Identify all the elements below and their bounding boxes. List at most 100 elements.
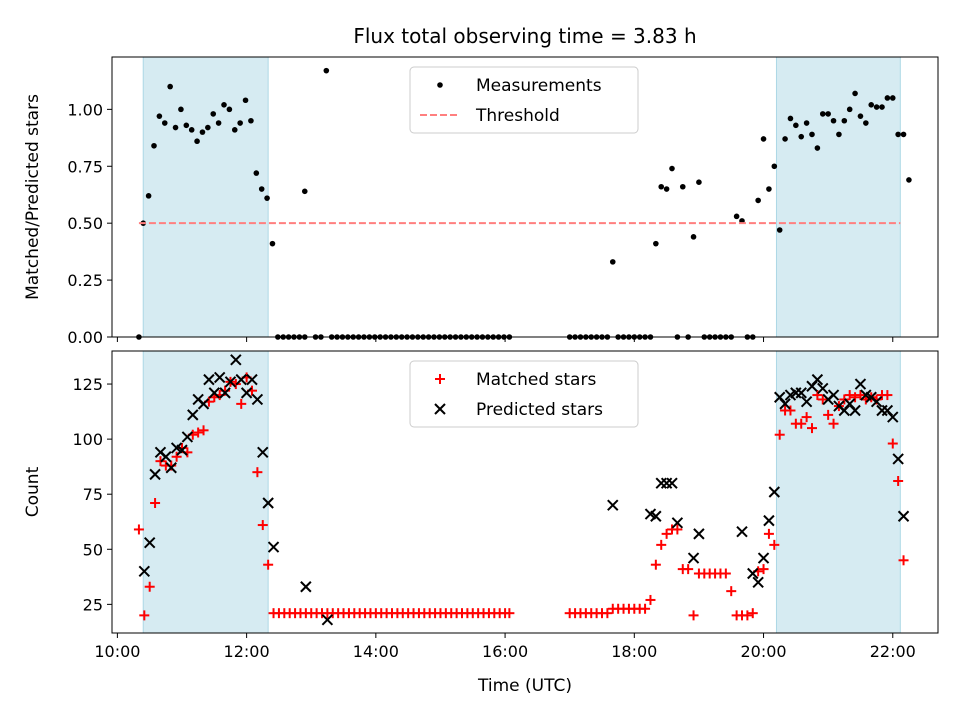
measurement-point [194,138,200,145]
matched-point [139,610,150,621]
measurement-point [814,145,821,151]
matched-point [850,392,861,403]
predicted-point [240,387,253,399]
matched-point [747,608,758,619]
x-tick-label: 10:00 [94,642,140,661]
predicted-point [213,371,226,384]
matched-point [796,418,807,429]
x-tick-label: 12:00 [224,642,270,661]
matched-point [893,475,904,486]
measurement-point [825,111,831,117]
measurement-point [696,179,702,186]
measurement-point [183,122,190,129]
measurement-point [733,213,740,220]
measurement-point [793,122,799,129]
matched-point [882,390,893,401]
predicted-point [138,565,151,578]
measurement-point [857,113,864,119]
measurement-point [658,183,665,190]
predicted-point [262,497,274,509]
measurement-point [819,111,826,117]
predicted-point [267,541,280,553]
measurement-point [669,165,675,172]
measurement-point [215,120,222,126]
matched-point [812,390,823,401]
predicted-point [887,411,899,423]
measurement-point [868,102,875,108]
predicted-point [671,517,684,529]
measurement-point [906,177,912,183]
predicted-point [321,614,334,626]
measurement-point [237,120,243,126]
y-axis-label: Count [23,466,43,517]
matched-point [672,524,683,535]
measurement-point [178,106,184,113]
matched-point [887,438,898,449]
predicted-point [827,389,840,401]
measurement-point [836,131,842,138]
measurement-point [221,102,227,108]
predicted-point [251,393,264,406]
predicted-point [219,387,231,399]
predicted-point [607,499,619,511]
matched-point [758,564,769,575]
measurement-point [151,142,157,149]
matched-point [817,394,828,405]
predicted-point [870,395,883,408]
matched-point [661,528,672,539]
matched-point [688,610,699,621]
predicted-point [752,576,764,589]
measurement-point [172,124,179,131]
measurement-point [205,124,211,131]
measurement-point [323,67,330,74]
matched-point [742,610,753,621]
measurement-point [755,197,761,204]
legend-label: Threshold [475,106,560,126]
matched-point [656,539,667,550]
measurement-point [301,188,308,195]
matched-point [763,528,774,539]
predicted-point [854,378,867,390]
x-tick-label: 18:00 [611,642,657,661]
measurement-point [663,186,670,192]
matched-point [198,425,209,436]
predicted-point [800,395,813,408]
predicted-point [897,510,910,522]
y-tick-label: 50 [83,540,103,559]
measurement-point [846,106,853,113]
shaded-region [775,56,901,338]
y-tick-label: 0.75 [67,157,103,176]
measurement-point [884,95,891,101]
measurement-point [156,113,163,119]
predicted-point [666,477,678,489]
measurement-point [879,104,885,110]
predicted-point [747,567,759,580]
y-tick-label: 0.50 [67,214,103,233]
legend: Matched stars Predicted stars [409,360,639,428]
x-tick-label: 22:00 [870,642,916,661]
matched-point [504,608,515,619]
matched-point [236,398,247,409]
measurement-point [830,117,837,124]
y-tick-label: 0.25 [67,271,103,290]
x-tick-label: 14:00 [353,642,399,661]
measurement-point [895,131,901,138]
matched-point [844,390,855,401]
measurement-point [852,90,858,97]
legend-box [409,66,639,134]
predicted-point [687,552,700,564]
measurement-point [760,136,767,142]
matched-point [150,498,161,509]
predicted-point [817,382,829,395]
y-tick-label: 1.00 [67,100,103,119]
legend-measurement-marker [437,82,443,88]
measurement-point [690,234,697,240]
predicted-point [235,373,247,386]
matched-point [769,539,780,550]
matched-point [650,559,661,570]
matched-point [807,423,817,434]
y-tick-label: 0.00 [67,328,103,347]
matched-point [133,524,144,535]
x-tick-label: 16:00 [482,642,528,661]
